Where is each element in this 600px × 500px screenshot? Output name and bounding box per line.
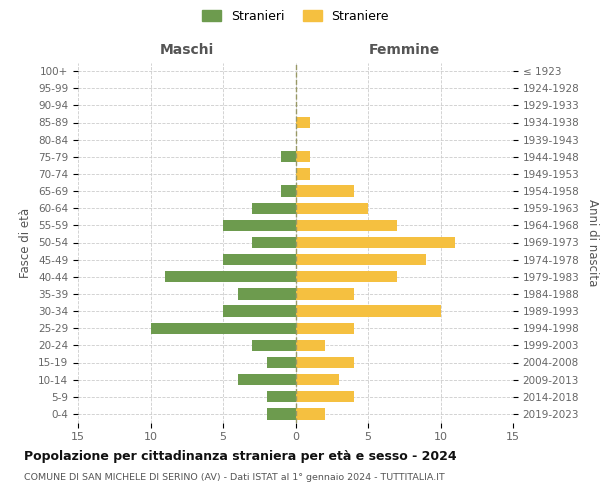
Text: Femmine: Femmine <box>368 44 440 58</box>
Text: Maschi: Maschi <box>160 44 214 58</box>
Bar <box>296 408 325 420</box>
Bar <box>238 288 296 300</box>
Text: Popolazione per cittadinanza straniera per età e sesso - 2024: Popolazione per cittadinanza straniera p… <box>24 450 457 463</box>
Legend: Stranieri, Straniere: Stranieri, Straniere <box>197 5 394 28</box>
Bar <box>281 186 296 196</box>
Bar <box>296 391 353 402</box>
Bar <box>296 168 310 179</box>
Bar <box>296 340 325 351</box>
Bar <box>223 306 296 316</box>
Bar <box>266 408 296 420</box>
Bar <box>252 237 296 248</box>
Bar <box>252 340 296 351</box>
Text: COMUNE DI SAN MICHELE DI SERINO (AV) - Dati ISTAT al 1° gennaio 2024 - TUTTITALI: COMUNE DI SAN MICHELE DI SERINO (AV) - D… <box>24 472 445 482</box>
Bar <box>296 202 368 214</box>
Y-axis label: Anni di nascita: Anni di nascita <box>586 199 599 286</box>
Bar <box>296 306 440 316</box>
Bar <box>296 271 397 282</box>
Bar <box>281 151 296 162</box>
Bar <box>238 374 296 385</box>
Bar <box>296 374 339 385</box>
Bar <box>296 117 310 128</box>
Bar <box>223 220 296 231</box>
Y-axis label: Fasce di età: Fasce di età <box>19 208 32 278</box>
Bar <box>296 357 353 368</box>
Bar <box>296 186 353 196</box>
Bar <box>296 254 426 265</box>
Bar <box>296 237 455 248</box>
Bar <box>296 322 353 334</box>
Bar <box>296 288 353 300</box>
Bar <box>165 271 296 282</box>
Bar <box>223 254 296 265</box>
Bar <box>296 151 310 162</box>
Bar <box>266 391 296 402</box>
Bar <box>252 202 296 214</box>
Bar <box>296 220 397 231</box>
Bar <box>266 357 296 368</box>
Bar <box>151 322 296 334</box>
